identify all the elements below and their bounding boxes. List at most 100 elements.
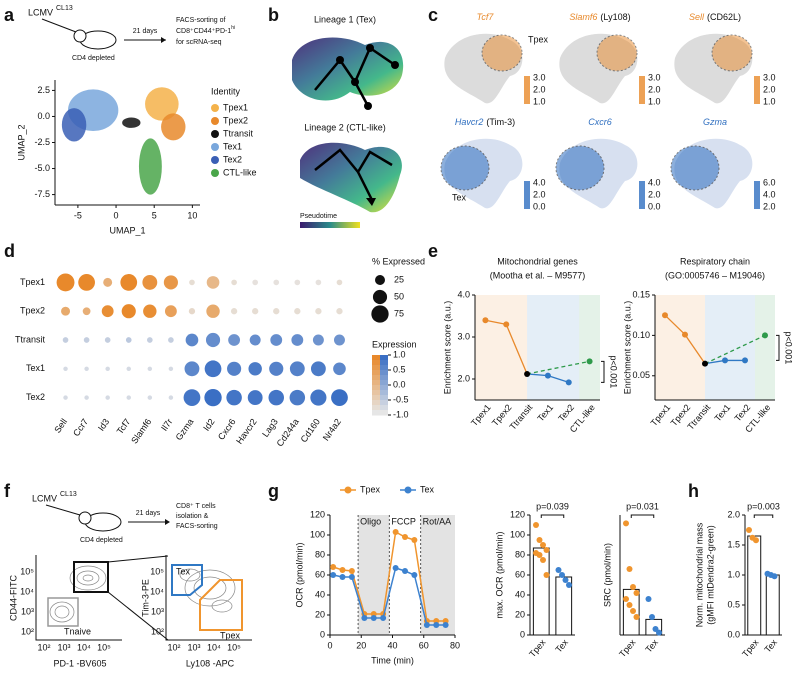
x-tick-label: 60 [419, 640, 429, 650]
color-legend-step [372, 370, 380, 376]
dot [204, 360, 222, 378]
point [742, 357, 748, 364]
arrowhead [366, 198, 376, 206]
gene-name: Havcr2 [455, 117, 484, 127]
expression-region [555, 145, 605, 191]
trend-segment [485, 319, 507, 326]
dot [62, 337, 69, 343]
y-tick-label: 40 [515, 589, 525, 599]
gene-label: Sell (CD62L) [689, 12, 741, 22]
annotation: p<0.001 [784, 332, 794, 365]
color-legend-label: 1.0 [393, 349, 406, 359]
legend-swatch [211, 143, 219, 151]
colorbar [754, 76, 760, 104]
point [330, 564, 337, 570]
chart-title: Mitochondrial genes [497, 256, 578, 266]
color-legend-label: -1.0 [393, 409, 409, 419]
x-tick-label: Havcr2 [234, 417, 259, 446]
point [423, 622, 430, 628]
x-tick-label: Sell [52, 417, 69, 435]
legend-swatch [211, 156, 219, 164]
trend-segment [526, 360, 590, 375]
colorbar-tick: 2.0 [763, 201, 776, 211]
x-tick-label: Ccr7 [71, 417, 90, 438]
dot [185, 333, 199, 347]
tick-label: 10² [21, 626, 34, 636]
color-legend-step [372, 395, 380, 401]
strain: CL13 [56, 5, 73, 12]
dot [147, 366, 153, 372]
x-tick-label: Tpex [527, 637, 548, 659]
sorting: CD8⁺CD44⁺PD-1 [176, 28, 231, 35]
y-axis-label: UMAP_2 [16, 124, 26, 160]
arrowhead [161, 37, 166, 43]
color-legend-step [380, 375, 388, 381]
annotation: p<0.001 [609, 355, 619, 388]
dot [331, 389, 348, 406]
y-tick-label: 1.0 [727, 569, 740, 579]
dot [84, 366, 89, 372]
point [566, 582, 572, 588]
tick-label: 10⁵ [97, 642, 111, 652]
colorbar [524, 76, 530, 104]
dot [252, 308, 259, 315]
gate-label: Tex [176, 566, 191, 576]
phase-band [655, 295, 705, 400]
x-axis-label: UMAP_1 [109, 225, 145, 235]
lineage-title: Lineage 2 (CTL-like) [304, 122, 386, 132]
size-legend-dot [375, 275, 385, 285]
sorting: CD8⁺CD44⁺PD-1hi [176, 25, 235, 35]
colorbar [639, 181, 645, 209]
row-label: Tex2 [26, 392, 45, 402]
y-tick-label: 2.5 [37, 85, 50, 95]
dot [273, 279, 280, 286]
y-tick-label: 1.5 [727, 539, 740, 549]
gene-name: Gzma [703, 117, 727, 127]
point [559, 572, 565, 578]
dot [82, 307, 91, 316]
cluster-cloud [145, 87, 179, 121]
panel-letters: a b c d e f g h [4, 5, 699, 501]
dot [249, 334, 261, 346]
arrowhead [165, 519, 170, 525]
size-legend-title: % Expressed [372, 256, 425, 266]
dot [56, 273, 75, 292]
x-tick-label: Id2 [201, 417, 216, 433]
arrow [41, 18, 77, 33]
dot [204, 388, 222, 407]
y-axis-label: max. OCR (pmol/min) [494, 531, 504, 618]
dot [315, 308, 322, 315]
dot [168, 337, 174, 343]
y-axis-label: Enrichment score (a.u.) [442, 301, 452, 395]
chart-subtitle: (Mootha et al. – M9577) [490, 270, 586, 280]
point [370, 615, 377, 621]
dot [270, 334, 283, 346]
injection-label: FCCP [391, 516, 416, 526]
tick-label: 10³ [187, 642, 200, 652]
annotation: p=0.039 [536, 501, 569, 511]
x-tick-label: Tex1 [712, 402, 732, 423]
point [623, 596, 629, 602]
colorbar-tick: 1.0 [648, 96, 661, 106]
point [626, 602, 633, 608]
x-tick-label: Id3 [96, 417, 111, 433]
tick-label: 10⁴ [20, 586, 34, 596]
dot [120, 274, 138, 291]
gate-label: Tnaive [64, 626, 91, 636]
protein-name: (Ly108) [600, 12, 630, 22]
point [544, 372, 551, 379]
y-tick-label: 0.0 [727, 629, 740, 639]
point [392, 529, 399, 535]
point [503, 321, 510, 328]
colorbar-tick: 2.0 [533, 84, 546, 94]
y-tick-label: 80 [315, 549, 325, 559]
strain: CL13 [60, 491, 77, 498]
umap-blob [300, 142, 402, 213]
legend-swatch [211, 169, 219, 177]
tick-label: 10⁴ [150, 586, 164, 596]
color-legend-step [372, 390, 380, 396]
colorbar-tick: 2.0 [763, 84, 776, 94]
colorbar [300, 222, 360, 228]
point [348, 574, 355, 580]
dot [104, 337, 111, 343]
